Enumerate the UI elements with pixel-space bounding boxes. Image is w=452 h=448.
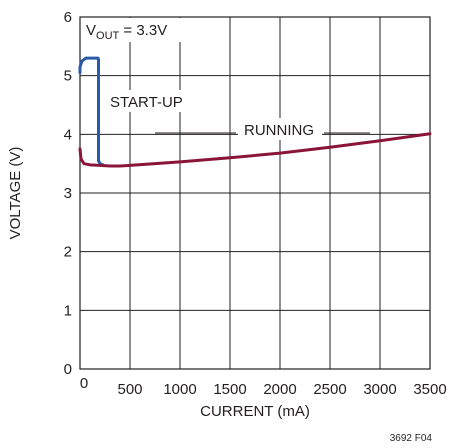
x-tick-label-2: 1500 [213, 381, 246, 398]
ticks: 0 1 2 3 4 5 6 0 500 1000 1500 2000 2500 3000 3500 [64, 9, 447, 398]
y-tick-label-6: 6 [64, 9, 72, 26]
series-layer [78, 56, 432, 168]
plot-frame [79, 16, 431, 370]
vout-label: VOUT = 3.3V [86, 22, 167, 42]
x-tick-label-6: 3500 [413, 381, 446, 398]
x-tick-label-4: 2500 [313, 381, 346, 398]
y-tick-label-4: 4 [64, 126, 72, 143]
grid [79, 16, 431, 370]
vout-label-value: = 3.3V [119, 22, 167, 39]
y-tick-label-3: 3 [64, 185, 72, 202]
y-tick-label-1: 1 [64, 302, 72, 319]
y-axis-label: VOLTAGE (V) [7, 147, 24, 240]
series-line-running [78, 132, 432, 168]
x-axis-label: CURRENT (mA) [200, 403, 310, 420]
series-line-start-up [78, 56, 105, 167]
startup-label-background [106, 90, 194, 112]
startup-label: START-UP [110, 94, 183, 111]
figure-id: 3692 F04 [390, 433, 433, 444]
x-tick-label-3: 2000 [263, 381, 296, 398]
x-tick-label-5: 3000 [363, 381, 396, 398]
y-tick-label-2: 2 [64, 244, 72, 261]
y-tick-label-0: 0 [64, 361, 72, 378]
running-label-background [238, 118, 322, 140]
vout-label-sub: OUT [96, 30, 120, 42]
x-tick-label-0: 500 [117, 381, 142, 398]
x-tick-label-1: 1000 [163, 381, 196, 398]
vout-label-background [82, 18, 212, 42]
x-tick-label-origin: 0 [80, 375, 88, 392]
vout-label-main: V [86, 22, 96, 39]
y-tick-label-5: 5 [64, 68, 72, 85]
running-label: RUNNING [244, 122, 314, 139]
